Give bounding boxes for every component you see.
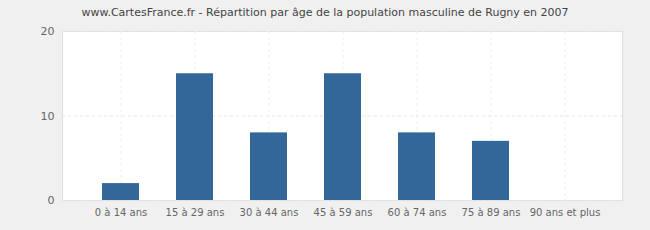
svg-text:10: 10 <box>41 110 55 123</box>
svg-text:0 à 14 ans: 0 à 14 ans <box>95 207 147 218</box>
svg-text:75 à 89 ans: 75 à 89 ans <box>462 207 521 218</box>
html-text:www.CartesFrance.fr - Répartit: www.CartesFrance.fr - Répartition par âg… <box>81 6 569 19</box>
svg-text:60 à 74 ans: 60 à 74 ans <box>388 207 447 218</box>
svg-text:45 à 59 ans: 45 à 59 ans <box>314 207 373 218</box>
svg-text:15 à 29 ans: 15 à 29 ans <box>166 207 225 218</box>
svg-text:30 à 44 ans: 30 à 44 ans <box>240 207 299 218</box>
svg-text:90 ans et plus: 90 ans et plus <box>530 207 601 218</box>
svg-text:20: 20 <box>41 25 55 38</box>
svg-text:0: 0 <box>48 194 55 207</box>
